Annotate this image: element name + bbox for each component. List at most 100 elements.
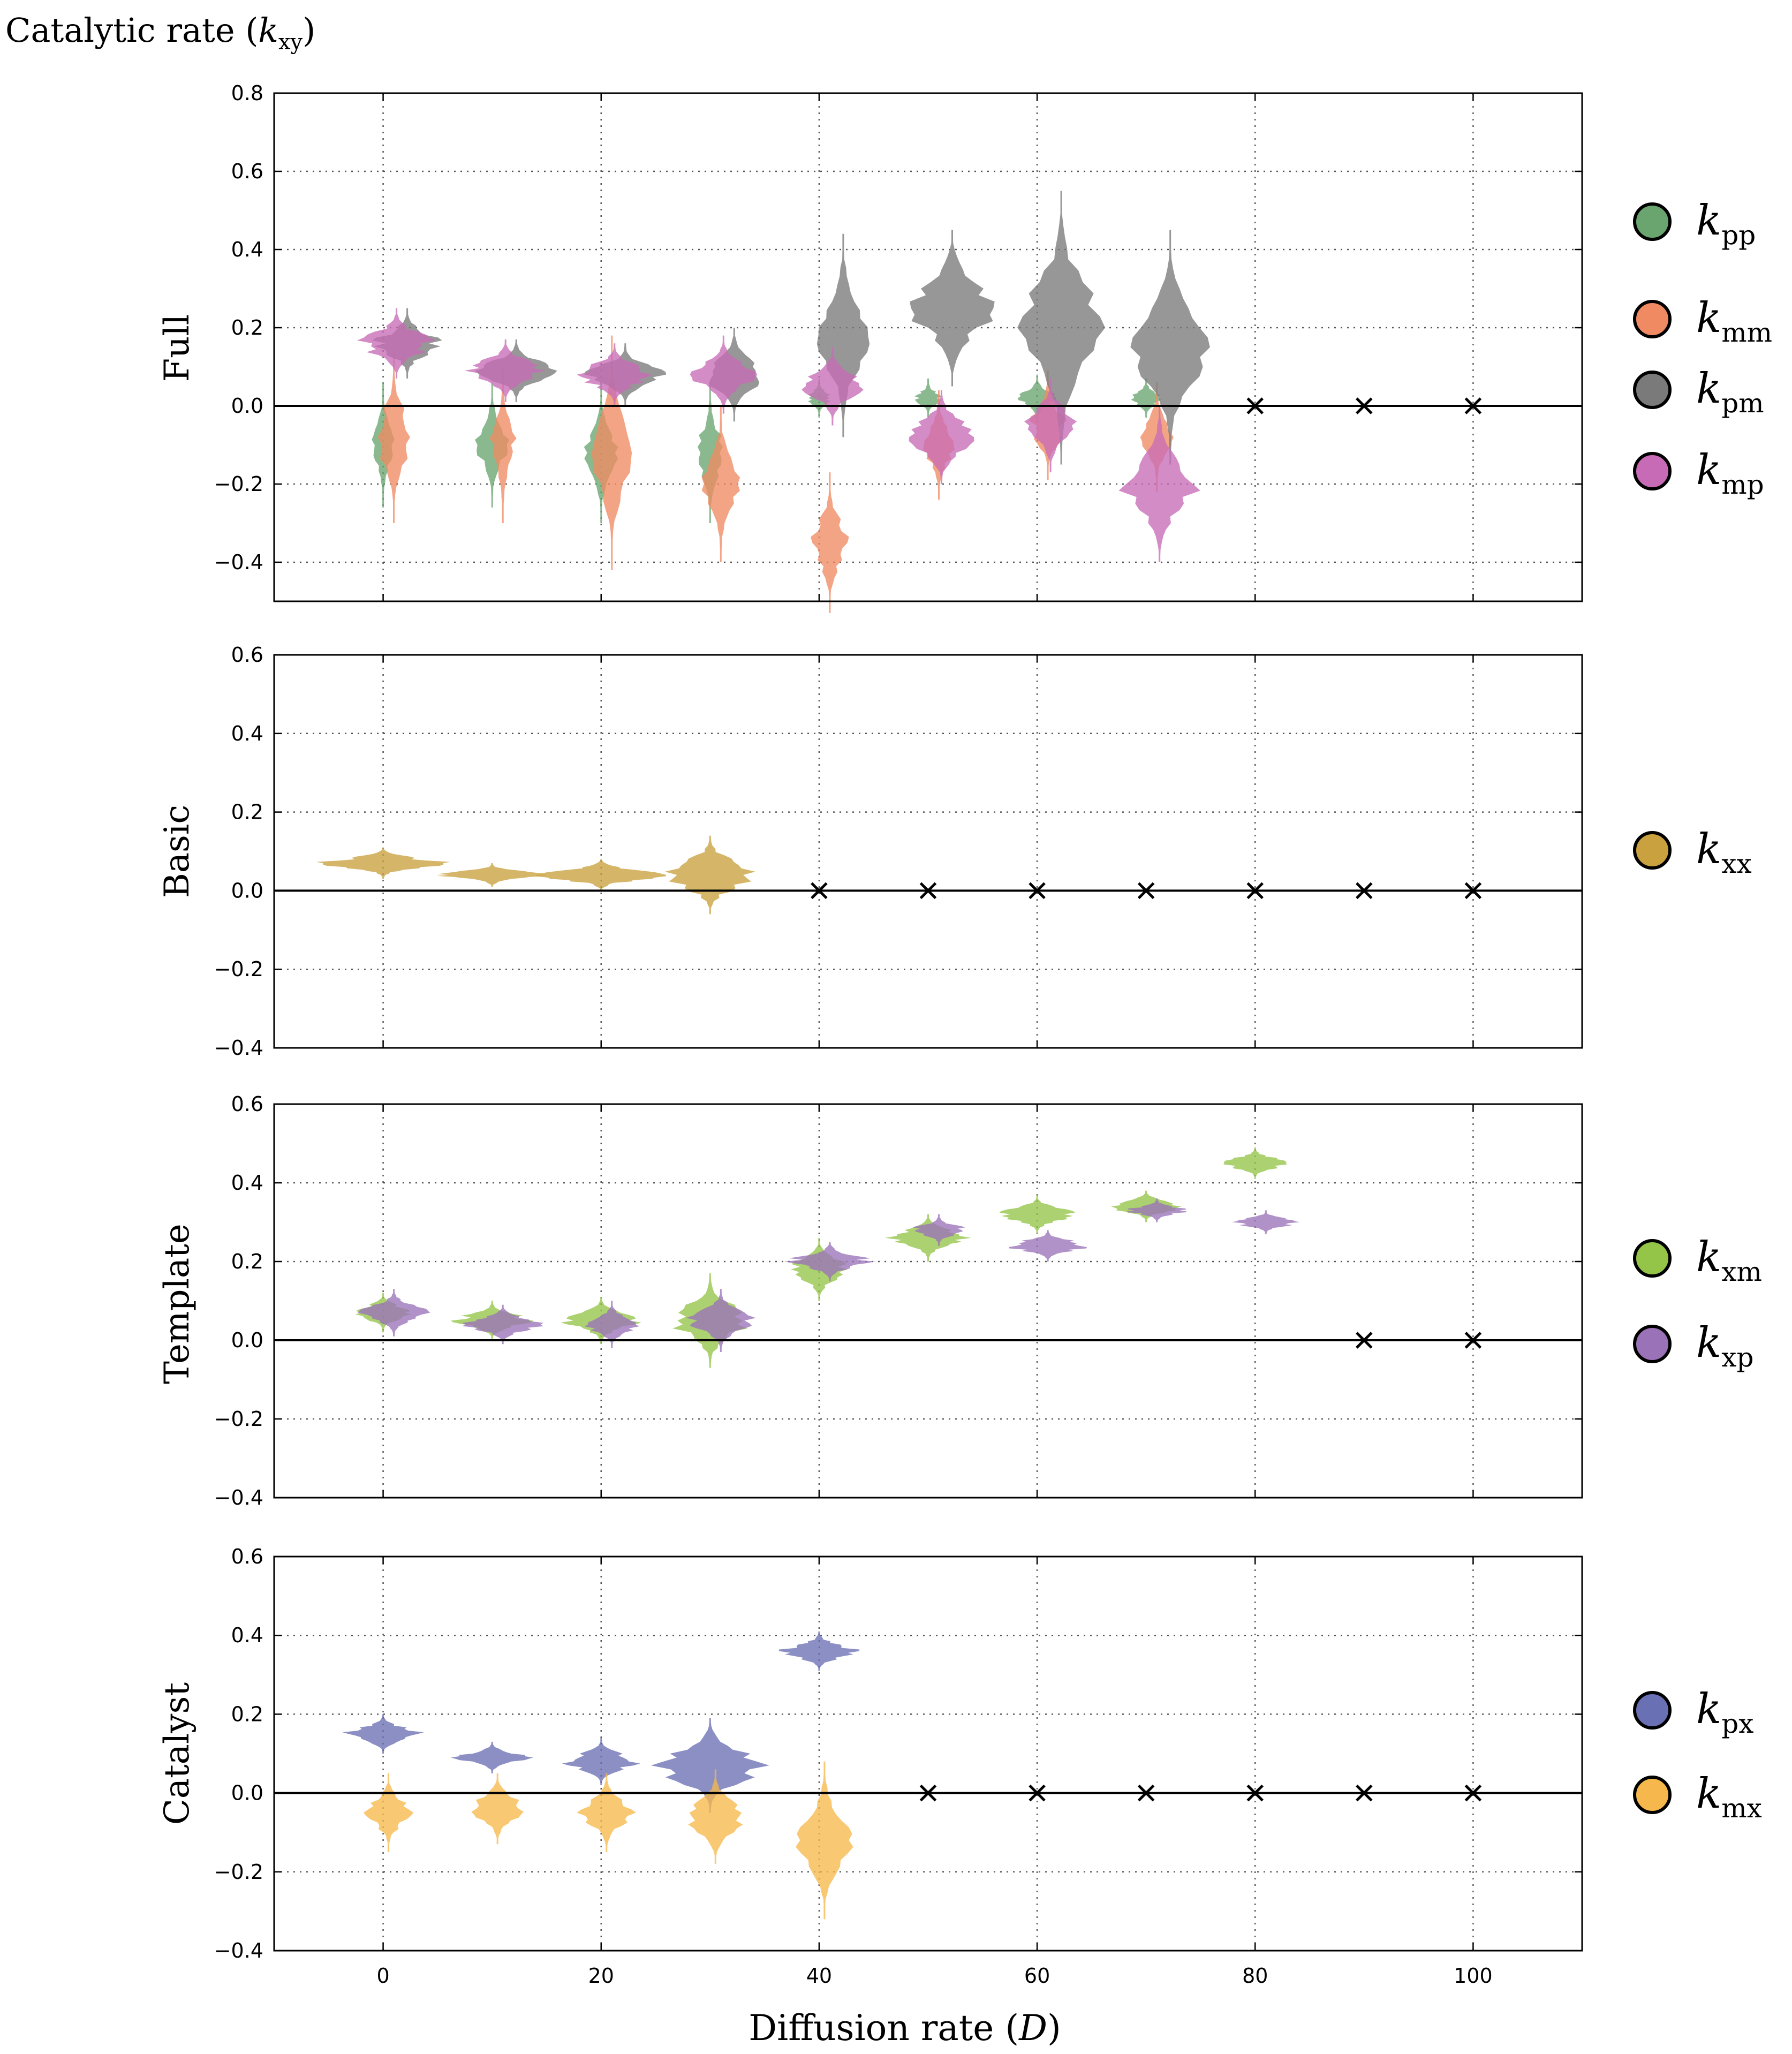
legend-entry-kmm: kmm — [1633, 294, 1772, 348]
legend-marker-kmx — [1633, 1776, 1672, 1814]
violin-kpp-10 — [475, 382, 510, 508]
violin-kxp-10 — [462, 1304, 544, 1345]
violin-kmx-0 — [364, 1773, 414, 1852]
y-tick-label: 0.0 — [231, 1328, 263, 1352]
panel-label-catalyst: Catalyst — [157, 1682, 197, 1825]
violin-kxx-20 — [536, 859, 667, 891]
violin-kpm-40 — [816, 233, 870, 437]
y-tick-label: −0.2 — [214, 472, 263, 496]
panel-label-basic: Basic — [157, 805, 197, 898]
legend-entry-kpm: kpm — [1633, 365, 1764, 419]
series-kxx — [316, 835, 755, 915]
x-tick-label: 80 — [1242, 1964, 1268, 1988]
legend-label-kxp: kxp — [1696, 1319, 1753, 1373]
panel-catalyst: Catalyst −0.4 −0.2 0.0 0.2 0.4 0.6 0 20 40 60 80 10… — [157, 1545, 1583, 1988]
extinct-marker-90 — [1356, 1332, 1373, 1349]
violin-kxx-0 — [316, 847, 450, 879]
y-tick-label: 0.4 — [231, 238, 263, 261]
violin-kpx-20 — [562, 1738, 640, 1785]
extinct-marker-80 — [1246, 397, 1264, 414]
extinct-marker-60 — [1029, 1784, 1046, 1802]
extinct-marker-90 — [1356, 882, 1373, 900]
violin-kmx-10 — [471, 1773, 524, 1845]
y-tick-label: 0.4 — [231, 1623, 263, 1647]
legend-entry-kmx: kmx — [1633, 1770, 1762, 1824]
y-tick-label: −0.2 — [214, 957, 263, 981]
panel-label-full: Full — [157, 314, 197, 382]
axes-frame — [273, 92, 1583, 602]
violin-kxp-60 — [1009, 1230, 1087, 1262]
legend-entry-kpx: kpx — [1633, 1685, 1753, 1739]
legend-marker-kxx — [1633, 831, 1672, 870]
extinct-marker-50 — [919, 882, 937, 900]
y-tick-label: 0.2 — [231, 316, 263, 339]
violin-kxp-30 — [686, 1289, 756, 1352]
y-tick-label: −0.4 — [214, 1486, 263, 1509]
legend-label-kmx: kmx — [1696, 1770, 1762, 1824]
legend-entry-kxp: kxp — [1633, 1319, 1753, 1373]
y-tick-label: 0.0 — [231, 394, 263, 418]
y-tick-label: 0.6 — [231, 1545, 263, 1568]
violin-kxx-30 — [664, 835, 755, 915]
panel-full: Full −0.4 −0.2 0.0 0.2 0.4 0.6 0.8 — [157, 81, 1583, 613]
panel-label-template: Template — [157, 1224, 197, 1384]
y-tick-label: 0.2 — [231, 1702, 263, 1726]
violin-kxp-20 — [585, 1301, 639, 1348]
y-tick-label: −0.4 — [214, 550, 263, 574]
violin-kpx-10 — [451, 1741, 534, 1773]
violin-kxm-50 — [884, 1214, 972, 1262]
legend-entry-kpp: kpp — [1633, 197, 1756, 251]
legend-label-kmp: kmp — [1696, 446, 1764, 500]
x-tick-label: 100 — [1454, 1964, 1493, 1988]
panel-template: Template −0.4 −0.2 0.0 0.2 0.4 0.6 — [157, 1092, 1583, 1509]
violin-kxp-50 — [912, 1214, 965, 1246]
legend-marker-kpm — [1633, 371, 1672, 409]
y-tick-label: 0.0 — [231, 879, 263, 902]
series-kmp — [357, 308, 1200, 562]
violin-kmm-30 — [701, 406, 740, 562]
extinct-marker-90 — [1356, 1784, 1373, 1802]
extinct-marker-70 — [1137, 1784, 1155, 1802]
figure-x-label: Diffusion rate (D) — [748, 2007, 1061, 2049]
extinct-marker-70 — [1137, 882, 1155, 900]
legend-entry-kxm: kxm — [1633, 1233, 1762, 1287]
legend-label-kpp: kpp — [1696, 197, 1756, 251]
violin-kmp-40 — [802, 347, 864, 426]
violin-kmp-10 — [464, 339, 547, 402]
violin-kpx-30 — [651, 1718, 769, 1813]
violin-kpm-60 — [1017, 191, 1106, 465]
legend-entry-kxx: kxx — [1633, 825, 1752, 879]
y-tick-label: −0.2 — [214, 1860, 263, 1884]
axes-frame — [273, 1555, 1583, 1952]
violin-kmx-40 — [796, 1761, 853, 1920]
legend-marker-kmm — [1633, 300, 1672, 338]
violin-kmm-20 — [592, 335, 632, 570]
violin-kpp-50 — [914, 378, 942, 418]
extinct-marker-100 — [1464, 1784, 1482, 1802]
series-kmx — [364, 1761, 853, 1920]
extinct-marker-80 — [1246, 1784, 1264, 1802]
legend-label-kpx: kpx — [1696, 1685, 1753, 1739]
y-tick-label: 0.4 — [231, 1171, 263, 1195]
y-tick-label: −0.2 — [214, 1407, 263, 1431]
violin-kpx-40 — [778, 1631, 860, 1671]
violin-kpm-70 — [1130, 230, 1210, 465]
x-tick-label: 20 — [588, 1964, 614, 1988]
axes-frame — [273, 654, 1583, 1049]
violin-kmx-20 — [577, 1773, 637, 1852]
violin-kpp-60 — [1018, 374, 1057, 422]
extinct-marker-100 — [1464, 1332, 1482, 1349]
series-kxp — [357, 1198, 1300, 1352]
violin-kxp-70 — [1127, 1198, 1187, 1222]
violin-kxp-0 — [357, 1289, 430, 1336]
y-tick-label: −0.4 — [214, 1036, 263, 1060]
legend-label-kxm: kxm — [1696, 1233, 1762, 1287]
x-tick-label: 0 — [376, 1964, 389, 1988]
axes-frame — [273, 1103, 1583, 1499]
violin-kxm-60 — [999, 1195, 1075, 1234]
legend-marker-kpp — [1633, 202, 1672, 241]
violin-kpx-0 — [342, 1714, 424, 1754]
violin-kxp-40 — [784, 1242, 876, 1281]
y-tick-label: 0.6 — [231, 643, 263, 667]
